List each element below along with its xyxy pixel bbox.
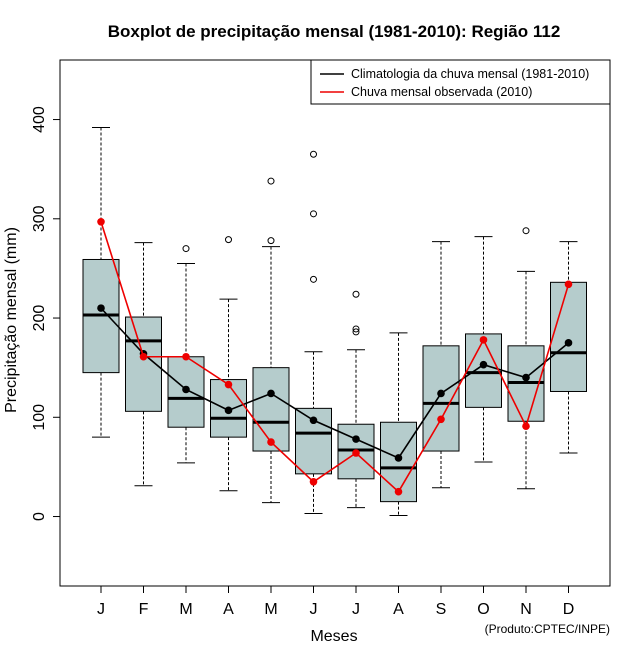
x-tick-label: S	[436, 601, 447, 618]
outlier-point	[310, 150, 317, 158]
box-iqr	[550, 281, 587, 392]
climatology-point	[437, 389, 445, 398]
x-tick-label: D	[563, 601, 575, 618]
observed-point	[182, 352, 190, 361]
box-iqr	[252, 367, 290, 452]
outlier-point	[352, 328, 360, 336]
observed-point	[224, 380, 233, 389]
climatology-point	[564, 339, 573, 347]
y-tick-label: 200	[31, 305, 48, 332]
y-tick-label: 0	[31, 512, 48, 521]
climatology-point	[182, 385, 190, 394]
climatology-point	[267, 389, 275, 398]
outlier-point	[310, 275, 317, 283]
outlier-point	[522, 227, 530, 235]
box-iqr	[422, 345, 460, 452]
box-N	[507, 227, 545, 490]
climatology-point	[97, 304, 105, 312]
climatology-point	[479, 360, 488, 369]
legend-label: Climatologia da chuva mensal (1981-2010)	[351, 67, 589, 81]
chart-title: Boxplot de precipitação mensal (1981-201…	[108, 22, 561, 41]
y-tick-label: 300	[31, 205, 48, 232]
x-tick-label: J	[352, 601, 360, 618]
observed-point	[437, 415, 445, 424]
box-J	[82, 126, 120, 438]
observed-point	[564, 280, 573, 289]
climatology-line	[100, 307, 570, 459]
box-iqr	[465, 333, 502, 408]
observed-point	[97, 217, 105, 226]
observed-point	[267, 438, 275, 446]
climatology-point	[352, 435, 360, 443]
x-tick-label: J	[310, 601, 318, 618]
box-D	[550, 241, 587, 454]
y-tick-label: 400	[31, 106, 48, 133]
box-J	[295, 150, 332, 515]
climatology-point	[394, 454, 403, 462]
x-tick-label: A	[393, 601, 404, 618]
x-tick-label: O	[477, 601, 489, 618]
box-J	[337, 290, 375, 509]
box-S	[422, 241, 460, 489]
x-tick-label: M	[264, 601, 277, 618]
y-axis-label: Precipitação mensal (mm)	[3, 227, 20, 413]
outlier-point	[352, 325, 360, 333]
product-credit: (Produto:CPTEC/INPE)	[485, 622, 610, 636]
observed-point	[479, 336, 488, 344]
x-tick-label: A	[223, 601, 234, 618]
outlier-point	[352, 290, 360, 298]
legend-label: Chuva mensal observada (2010)	[351, 85, 532, 99]
climatology-point	[224, 406, 233, 415]
climatology-point	[522, 373, 530, 382]
observed-point	[309, 477, 318, 486]
outlier-point	[225, 236, 232, 244]
outlier-point	[182, 245, 190, 253]
plot-area: 0 100 200 300 400 J F M A M J J A S O N D	[31, 59, 611, 618]
box-M	[252, 177, 290, 504]
climatology-point	[309, 416, 318, 425]
x-axis-label: Meses	[310, 628, 357, 645]
box-A	[210, 236, 247, 492]
x-tick-label: J	[97, 601, 105, 618]
outlier-point	[310, 210, 317, 218]
observed-line	[100, 221, 570, 493]
outlier-point	[267, 177, 275, 185]
legend-box	[310, 59, 611, 105]
x-tick-label: M	[179, 601, 192, 618]
observed-point	[394, 487, 403, 496]
x-tick-label: F	[139, 601, 149, 618]
legend: Climatologia da chuva mensal (1981-2010)…	[310, 59, 611, 105]
y-tick-label: 100	[31, 404, 48, 431]
x-tick-label: N	[520, 601, 532, 618]
box-M	[167, 245, 205, 464]
observed-point	[139, 352, 148, 361]
outlier-point	[267, 237, 275, 245]
box-O	[465, 236, 502, 463]
observed-point	[522, 422, 530, 431]
observed-point	[352, 449, 360, 457]
